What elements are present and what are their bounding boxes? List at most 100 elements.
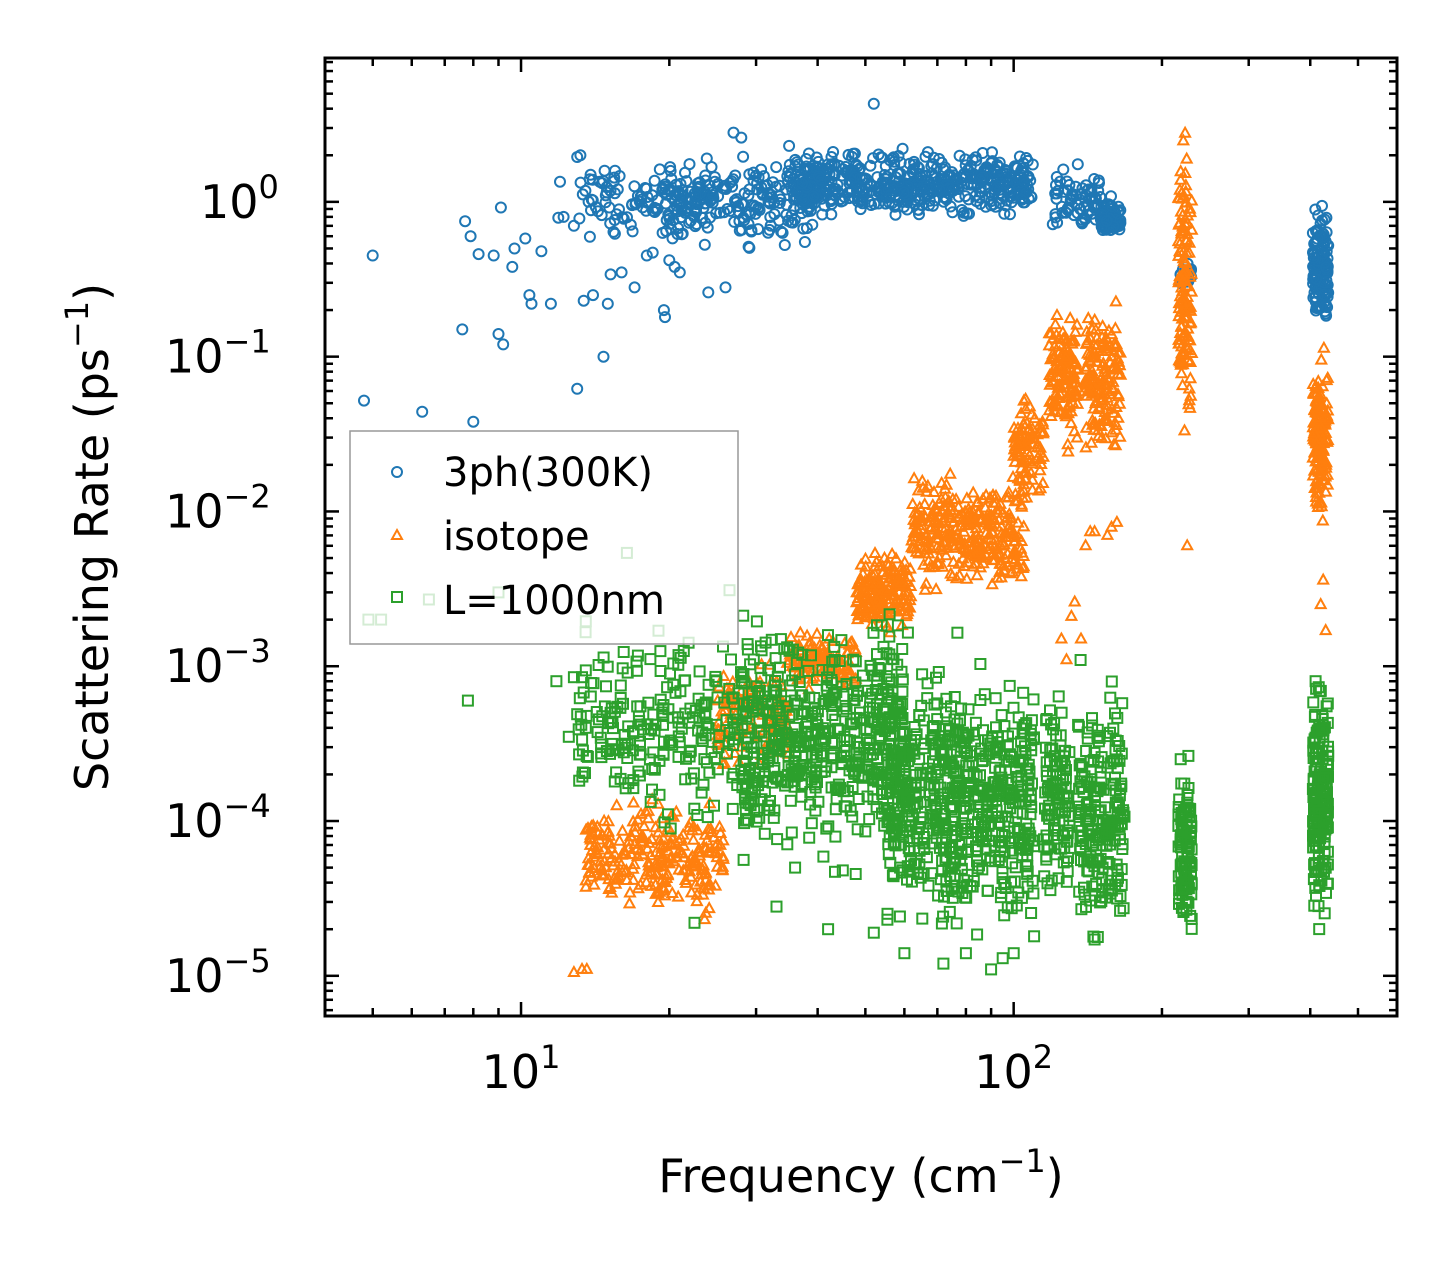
isotope-point bbox=[1044, 408, 1058, 421]
isotope-point bbox=[960, 491, 974, 504]
isotope-point bbox=[579, 879, 593, 892]
isotope-point bbox=[589, 845, 603, 858]
l-1000nm-point bbox=[662, 703, 675, 716]
isotope-point bbox=[880, 556, 894, 569]
3ph-300k-point bbox=[646, 246, 659, 259]
isotope-point bbox=[1031, 440, 1045, 453]
3ph-300k-point bbox=[867, 97, 880, 110]
isotope-point bbox=[968, 548, 982, 561]
l-1000nm-point bbox=[713, 729, 726, 742]
isotope-point bbox=[1085, 368, 1099, 381]
3ph-300k-point bbox=[752, 171, 765, 184]
isotope-point bbox=[976, 491, 990, 504]
l-1000nm-point bbox=[649, 718, 662, 731]
isotope-point bbox=[1320, 467, 1335, 480]
isotope-point bbox=[587, 877, 601, 890]
3ph-300k-point bbox=[640, 249, 653, 262]
isotope-point bbox=[951, 499, 966, 512]
isotope-point bbox=[883, 578, 897, 591]
isotope-point bbox=[580, 961, 594, 974]
3ph-300k-point bbox=[832, 185, 844, 198]
isotope-point bbox=[1181, 353, 1195, 366]
isotope-point bbox=[914, 521, 928, 534]
3ph-300k-point bbox=[1320, 211, 1333, 224]
isotope-point bbox=[1175, 378, 1190, 391]
isotope-point bbox=[644, 848, 658, 861]
isotope-point bbox=[944, 530, 958, 543]
isotope-point bbox=[1044, 352, 1058, 365]
l-1000nm-point bbox=[654, 645, 667, 658]
3ph-300k-point bbox=[973, 191, 986, 204]
l-1000nm-point bbox=[898, 947, 911, 960]
3ph-300k-point bbox=[599, 196, 612, 209]
l-1000nm-point bbox=[621, 738, 634, 751]
isotope-point bbox=[579, 822, 593, 835]
3ph-300k-point bbox=[940, 193, 953, 206]
l-1000nm-point bbox=[595, 747, 608, 760]
isotope-point bbox=[1177, 326, 1191, 339]
3ph-300k-point bbox=[472, 248, 485, 261]
l-1000nm-point bbox=[550, 675, 563, 688]
isotope-point bbox=[957, 558, 971, 571]
l-1000nm-point bbox=[654, 693, 667, 706]
3ph-300k-point bbox=[807, 190, 820, 203]
3ph-300k-point bbox=[842, 148, 855, 161]
isotope-point bbox=[685, 858, 699, 871]
isotope-point bbox=[1172, 191, 1186, 204]
isotope-point bbox=[1085, 347, 1100, 360]
3ph-300k-point bbox=[1311, 224, 1324, 237]
isotope-point bbox=[1085, 413, 1100, 426]
3ph-300k-point bbox=[718, 206, 730, 219]
3ph-300k-point bbox=[670, 178, 682, 191]
3ph-300k-point bbox=[800, 153, 813, 165]
isotope-point bbox=[952, 568, 967, 581]
3ph-300k-point bbox=[1071, 207, 1084, 220]
3ph-300k-point bbox=[680, 175, 693, 188]
isotope-point bbox=[1010, 436, 1024, 449]
isotope-point bbox=[1017, 393, 1031, 406]
isotope-point bbox=[1033, 463, 1047, 476]
l-1000nm-point bbox=[662, 808, 674, 821]
3ph-300k-point bbox=[577, 294, 590, 307]
isotope-point bbox=[981, 510, 996, 523]
isotope-point bbox=[607, 871, 621, 884]
isotope-point bbox=[641, 811, 656, 824]
isotope-point bbox=[1054, 631, 1069, 644]
isotope-point bbox=[1020, 444, 1035, 457]
l-1000nm-point bbox=[576, 744, 589, 757]
3ph-300k-point bbox=[641, 196, 654, 209]
3ph-300k-point bbox=[1013, 150, 1026, 163]
3ph-300k-point bbox=[1109, 213, 1122, 226]
isotope-point bbox=[1171, 248, 1186, 261]
isotope-point bbox=[1010, 444, 1024, 457]
isotope-point bbox=[971, 506, 986, 519]
3ph-300k-point bbox=[1307, 251, 1320, 264]
3ph-300k-point bbox=[552, 211, 565, 224]
isotope-point bbox=[1056, 325, 1070, 338]
3ph-300k-point bbox=[1311, 232, 1324, 245]
isotope-point bbox=[1106, 381, 1121, 394]
l-1000nm-point bbox=[679, 707, 692, 720]
isotope-point bbox=[1079, 380, 1093, 393]
isotope-point bbox=[970, 495, 984, 508]
3ph-300k-point bbox=[628, 281, 641, 294]
isotope-point bbox=[1182, 235, 1197, 248]
isotope-point bbox=[612, 833, 627, 846]
isotope-point bbox=[1070, 430, 1084, 443]
isotope-point bbox=[1183, 354, 1198, 367]
3ph-300k-point bbox=[1071, 158, 1084, 171]
3ph-300k-point bbox=[700, 152, 713, 165]
3ph-300k-point bbox=[1050, 187, 1063, 200]
isotope-point bbox=[997, 558, 1011, 571]
l-1000nm-point bbox=[726, 802, 739, 815]
3ph-300k-point bbox=[702, 286, 715, 299]
isotope-point bbox=[858, 551, 873, 564]
isotope-point bbox=[1033, 417, 1047, 430]
isotope-point bbox=[1026, 430, 1040, 443]
3ph-300k-point bbox=[698, 238, 711, 251]
isotope-point bbox=[1007, 529, 1021, 542]
isotope-point bbox=[1174, 319, 1188, 332]
l-1000nm-point bbox=[634, 735, 646, 748]
isotope-point bbox=[1079, 359, 1093, 372]
isotope-point bbox=[1098, 361, 1112, 374]
